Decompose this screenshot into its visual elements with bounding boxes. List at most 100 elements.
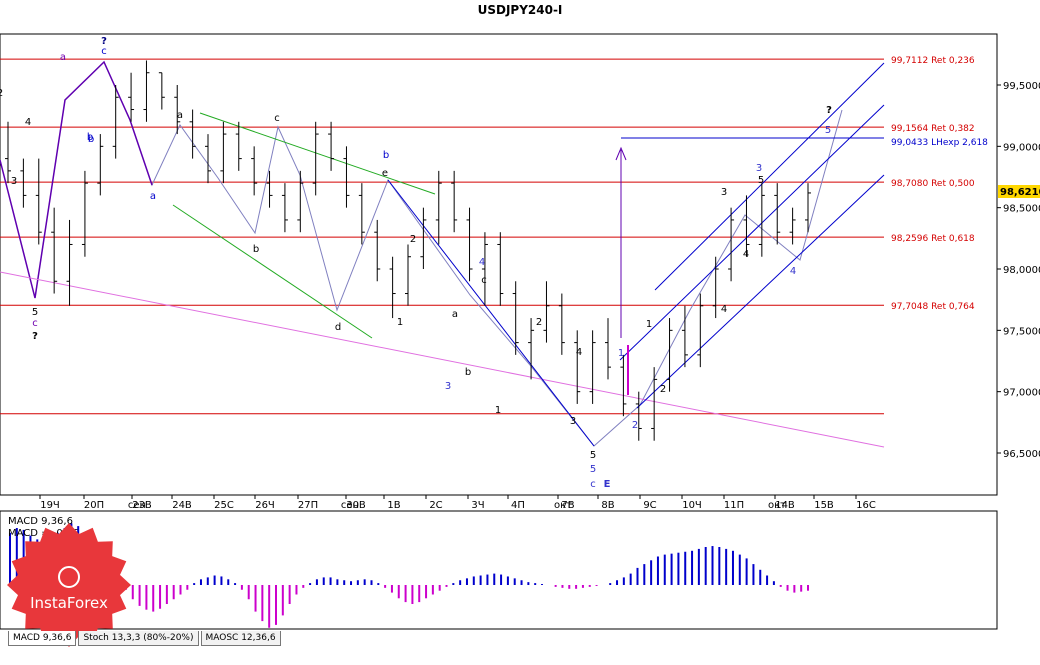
tab-macd[interactable]: MACD 9,36,6 — [8, 631, 77, 646]
month-label-3: окт — [768, 500, 786, 511]
macd-histogram — [9, 523, 809, 628]
wave-label-19: 2 — [536, 317, 542, 328]
trendlines — [0, 60, 885, 448]
time-tick-label-0: 19Ч — [40, 500, 60, 511]
wave-label-37: ? — [826, 105, 832, 116]
wave-label-34: 4 — [790, 266, 796, 277]
wave-label-26: 1 — [618, 348, 624, 359]
price-tick-label-5: 97,0000 — [1003, 388, 1040, 399]
logo-badge — [7, 523, 131, 647]
retracement-levels: 99,7112 Ret 0,236 99,1564 Ret 0,382 99,043… — [0, 56, 988, 415]
wave-label-4: a — [150, 191, 156, 202]
time-tick-label-17: 14В — [775, 500, 795, 511]
wave-label-1: c — [101, 46, 107, 57]
wave-label-33: 3 — [756, 163, 762, 174]
wave-path-left — [0, 60, 153, 299]
wave-label-27: 2 — [632, 420, 638, 431]
wave-label-44: b — [87, 132, 93, 143]
wave-label-41: 2 — [0, 88, 3, 99]
wave-label-23: 5 — [590, 464, 596, 475]
wave-label-13: a — [452, 309, 458, 320]
price-tick-label-4: 97,5000 — [1003, 326, 1040, 337]
month-label-1: сен — [341, 500, 359, 511]
price-tick-label-6: 96,5000 — [1003, 449, 1040, 460]
wave-label-24: c — [590, 479, 596, 490]
wave-label-0: ? — [101, 36, 107, 47]
price-axis: 99,5000 99,0000 98,5000 98,0000 97,5000 97,00… — [997, 81, 1040, 460]
month-label-0: сен — [128, 500, 146, 511]
level-label-4: 98,2596 Ret 0,618 — [891, 234, 975, 244]
wave-label-22: 5 — [590, 450, 596, 461]
wave-label-20: 3 — [570, 416, 576, 427]
wave-label-35: 4 — [721, 304, 727, 315]
tab-maosc[interactable]: MAOSC 12,36,6 — [200, 631, 281, 646]
green-lower-line — [172, 204, 373, 339]
wave-label-38: 5 — [32, 307, 38, 318]
wave-label-29: 2 — [660, 384, 666, 395]
price-tick-label-3: 98,0000 — [1003, 265, 1040, 276]
wave-label-11: 4 — [479, 257, 485, 268]
level-label-0: 99,7112 Ret 0,236 — [891, 56, 975, 66]
price-tick-label-0: 99,5000 — [1003, 81, 1040, 92]
wave-label-42: 4 — [25, 117, 31, 128]
time-tick-label-6: 27П — [298, 500, 318, 511]
price-tick-label-1: 99,0000 — [1003, 142, 1040, 153]
channel-lower-line — [636, 174, 885, 409]
time-tick-label-7: 30В — [346, 500, 366, 511]
logo-icon — [58, 566, 80, 588]
month-label-2: окт — [554, 500, 572, 511]
time-tick-label-10: 3Ч — [471, 500, 484, 511]
wave-label-5: a — [177, 110, 183, 121]
time-tick-label-8: 1В — [387, 500, 400, 511]
wave-label-12: c — [481, 275, 487, 286]
channel-mid-line — [619, 104, 885, 361]
projection-arrow-head — [615, 146, 627, 161]
blue-descending-line — [387, 179, 595, 447]
wave-path — [0, 61, 843, 447]
channel-upper-line — [654, 62, 885, 291]
wave-label-2: a — [60, 52, 66, 63]
wave-label-8: d — [335, 322, 341, 333]
level-label-5: 97,7048 Ret 0,764 — [891, 302, 975, 312]
current-price-box — [998, 185, 1040, 198]
tab-stoch[interactable]: Stoch 13,3,3 (80%-20%) — [78, 631, 199, 646]
chart-title: USDJPY240-I — [478, 3, 563, 17]
time-tick-label-19: 16С — [856, 500, 876, 511]
level-label-3: 98,7080 Ret 0,500 — [891, 179, 975, 189]
time-tick-label-2: 23В — [132, 500, 152, 511]
time-tick-label-15: 10Ч — [682, 500, 702, 511]
wave-label-6: b — [253, 244, 259, 255]
wave-label-39: c — [32, 318, 38, 329]
main-pane-frame — [0, 33, 998, 496]
time-tick-label-18: 15В — [814, 500, 834, 511]
time-tick-label-12: 7В — [561, 500, 574, 511]
wave-label-18: 1 — [495, 405, 501, 416]
wave-label-25: E — [604, 479, 611, 490]
wave-label-32: 5 — [758, 175, 764, 186]
level-label-1: 99,1564 Ret 0,382 — [891, 124, 975, 134]
level-label-2: 99,0433 LHexp 2,618 — [891, 138, 988, 148]
wave-label-36: 5 — [825, 125, 831, 136]
wave-label-28: 1 — [646, 319, 652, 330]
wave-label-10: b — [383, 150, 389, 161]
wave-label-43: 3 — [11, 176, 17, 187]
current-price-label: 98,6210 — [1000, 187, 1040, 198]
wave-label-40: ? — [32, 331, 38, 342]
wave-label-3: b — [88, 134, 94, 145]
time-tick-label-9: 2С — [429, 500, 442, 511]
logo-text: InstaForex — [30, 594, 108, 612]
time-tick-label-16: 11П — [724, 500, 744, 511]
time-tick-label-5: 26Ч — [255, 500, 275, 511]
macd-pane-frame — [0, 510, 998, 630]
wave-label-30: 3 — [721, 187, 727, 198]
macd-title: MACD 9,36,6 — [8, 516, 73, 527]
wave-label-16: 1 — [397, 317, 403, 328]
instaforex-logo: InstaForex — [7, 523, 131, 647]
wave-label-15: 3 — [445, 381, 451, 392]
price-candles — [5, 60, 811, 441]
wave-label-17: 2 — [410, 234, 416, 245]
time-tick-label-1: 20П — [84, 500, 104, 511]
